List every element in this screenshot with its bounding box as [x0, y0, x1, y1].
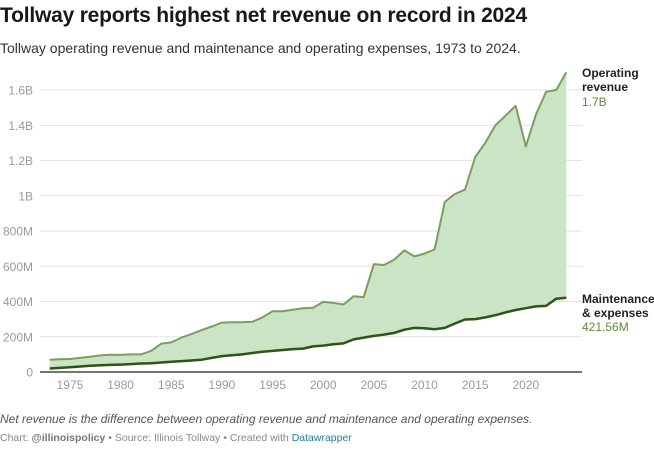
y-tick-label: 0 [26, 366, 33, 380]
x-tick-label: 1995 [259, 378, 286, 392]
source: • Source: Illinois Tollway [108, 432, 221, 444]
x-tick-label: 2020 [512, 378, 539, 392]
x-tick-label: 1980 [107, 378, 134, 392]
x-tick-label: 2010 [411, 378, 438, 392]
revenue-label-line1: Operating [582, 66, 639, 80]
y-tick-label: 600M [3, 260, 33, 274]
revenue-label-line2: revenue [582, 80, 628, 94]
chart-credit-label: Chart: [0, 432, 29, 444]
y-tick-label: 1.4B [8, 119, 33, 133]
y-tick-label: 1.2B [8, 154, 33, 168]
datawrapper-link[interactable]: Datawrapper [291, 432, 352, 444]
area-chart: 0 200M 400M 600M 800M 1B 1.2B 1.4B 1.6B 1975 1980 1… [3, 66, 654, 392]
x-tick-label: 1990 [209, 378, 236, 392]
y-tick-label: 800M [3, 225, 33, 239]
y-tick-label: 200M [3, 330, 33, 344]
byline: Chart: @illinoispolicy • Source: Illinoi… [0, 432, 352, 444]
chart-title: Tollway reports highest net revenue on r… [0, 4, 527, 27]
x-tick-label: 1985 [158, 378, 185, 392]
expenses-line [49, 296, 567, 370]
x-tick-label: 2000 [310, 378, 337, 392]
expenses-end-value: 421.56M [582, 320, 629, 334]
y-tick-label: 1B [18, 189, 33, 203]
y-tick-label: 1.6B [8, 84, 33, 98]
created-with: • Created with [223, 432, 289, 444]
net-revenue-area [49, 72, 567, 369]
x-tick-label: 1975 [57, 378, 84, 392]
expenses-label-line2: & expenses [582, 306, 649, 320]
revenue-end-value: 1.7B [582, 95, 607, 109]
y-tick-label: 400M [3, 295, 33, 309]
chart-author: @illinoispolicy [31, 432, 106, 444]
x-tick-label: 2015 [462, 378, 489, 392]
operating-revenue-line [49, 71, 568, 361]
chart-note: Net revenue is the difference between op… [0, 412, 533, 426]
chart-subtitle: Tollway operating revenue and maintenanc… [0, 40, 521, 56]
x-tick-label: 2005 [361, 378, 388, 392]
expenses-label-line1: Maintenance [582, 292, 654, 306]
